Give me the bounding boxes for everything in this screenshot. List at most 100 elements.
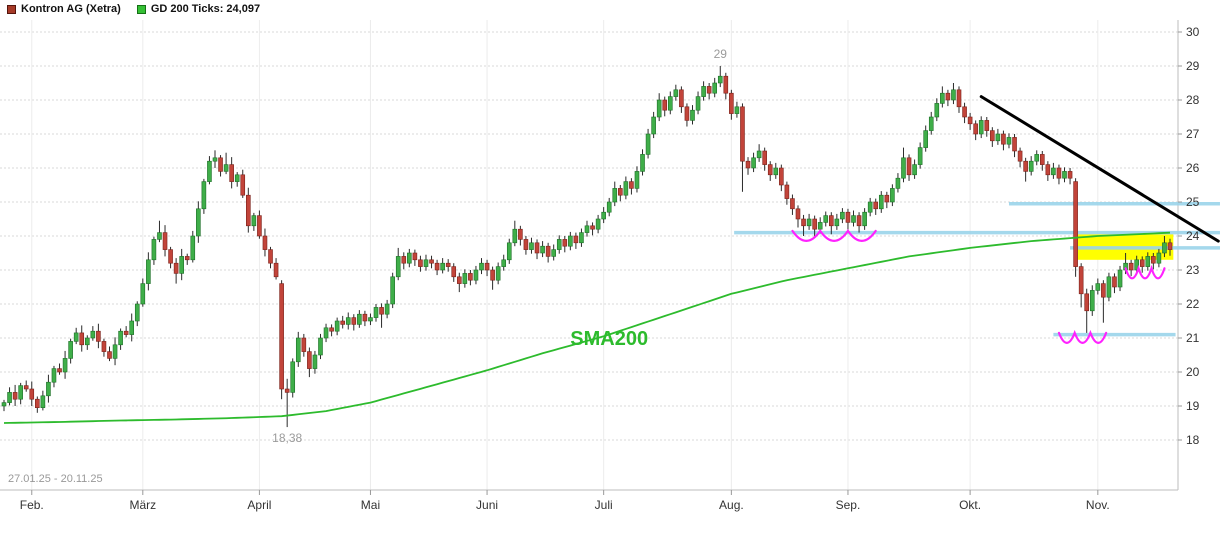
candle: [362, 310, 368, 327]
candle: [345, 312, 351, 330]
candle: [551, 244, 556, 261]
candle: [284, 378, 290, 428]
candle: [1006, 133, 1012, 149]
candle: [512, 220, 518, 247]
candle: [940, 86, 945, 108]
candle: [523, 236, 529, 255]
candle: [995, 128, 1001, 145]
candle: [767, 161, 773, 181]
candle: [834, 213, 840, 230]
candle: [906, 154, 912, 181]
candle: [951, 83, 956, 105]
candle: [434, 259, 440, 276]
candle: [401, 252, 407, 270]
price-tick-label: 27: [1186, 127, 1200, 141]
candle: [179, 248, 184, 281]
month-label: April: [247, 498, 271, 512]
candle: [723, 72, 729, 100]
candle: [701, 81, 706, 101]
series-swatch-gd200: [136, 4, 146, 14]
candle: [62, 350, 68, 379]
squiggle-annotation: [791, 228, 877, 242]
x-axis-labels: Feb. März April Mai Juni Juli Aug. Sep. Okt. Nov.: [20, 490, 1110, 512]
candle: [773, 162, 779, 179]
candle: [140, 278, 146, 307]
candle: [1156, 248, 1162, 268]
candle: [1139, 256, 1145, 273]
price-tick-label: 21: [1186, 331, 1200, 345]
candle: [545, 242, 551, 263]
candle: [901, 147, 906, 183]
candle: [590, 222, 595, 236]
candle: [595, 214, 601, 234]
candle: [501, 254, 507, 271]
candle: [112, 337, 118, 366]
candle: [612, 181, 618, 207]
candle: [1028, 156, 1034, 176]
candle: [351, 314, 357, 331]
candle: [90, 326, 96, 341]
candle: [251, 212, 257, 231]
candle: [1, 399, 7, 412]
candle: [684, 103, 690, 127]
price-tick-label: 20: [1186, 365, 1200, 379]
candle: [490, 266, 495, 290]
candle: [618, 185, 623, 202]
candle: [484, 259, 490, 277]
candle: [12, 384, 18, 406]
candle: [273, 258, 279, 280]
candle: [212, 150, 218, 168]
candle: [973, 120, 978, 141]
candle: [962, 102, 967, 124]
month-label: Feb.: [20, 498, 44, 512]
candle: [18, 382, 23, 405]
legend-label-gd200: GD 200 Ticks: 24,097: [150, 3, 261, 15]
candle: [445, 259, 451, 272]
candle: [229, 157, 234, 189]
price-tick-label: 28: [1186, 93, 1200, 107]
candle: [629, 178, 634, 195]
candle: [978, 116, 984, 139]
series-swatch-kontron: [7, 4, 16, 14]
candle: [340, 315, 345, 329]
candle: [46, 374, 51, 403]
candle: [68, 338, 73, 364]
candle: [395, 247, 401, 281]
candle: [923, 125, 928, 152]
candle: [756, 144, 762, 162]
candle: [318, 333, 323, 360]
candle: [451, 263, 457, 282]
candle: [784, 181, 790, 205]
price-tick-label: 25: [1186, 195, 1200, 209]
price-tick-label: 23: [1186, 263, 1200, 277]
candle: [601, 207, 606, 224]
candle: [390, 272, 395, 309]
candle: [984, 117, 990, 137]
candle: [573, 232, 579, 249]
candle: [1017, 147, 1023, 168]
candle: [162, 225, 168, 257]
candle: [268, 246, 273, 269]
candle: [745, 157, 751, 175]
candle: [662, 96, 668, 117]
candle: [207, 156, 212, 185]
legend: Kontron AG (Xetra) GD 200 Ticks: 24,097: [7, 3, 260, 15]
sma200-line: [3, 231, 1171, 424]
legend-item-kontron: Kontron AG (Xetra): [7, 3, 121, 15]
candle: [806, 213, 812, 230]
candle: [801, 214, 806, 236]
candle: [840, 208, 845, 224]
price-tick-label: 18: [1186, 433, 1200, 447]
candle: [568, 231, 573, 251]
candle: [795, 205, 801, 228]
candle: [7, 387, 12, 406]
candle: [606, 197, 612, 217]
candle: [240, 169, 246, 198]
candle: [495, 262, 501, 285]
candle: [890, 184, 895, 207]
price-tick-label: 19: [1186, 399, 1200, 413]
candle: [1051, 162, 1056, 179]
candle: [295, 331, 301, 367]
